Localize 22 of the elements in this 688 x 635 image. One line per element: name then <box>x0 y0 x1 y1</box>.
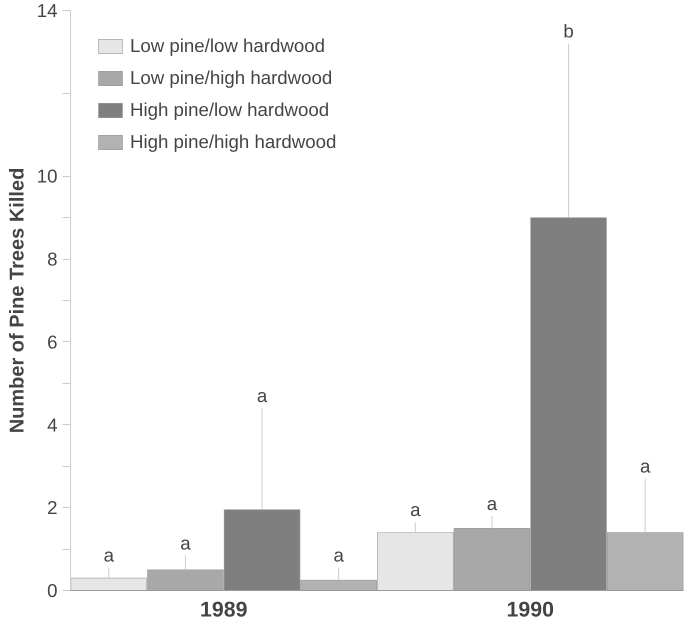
annotation: a <box>334 544 344 566</box>
annotation: a <box>104 544 115 566</box>
legend-label: High pine/high hardwood <box>130 131 336 153</box>
y-tick-label: 4 <box>47 414 58 436</box>
y-axis-title: Number of Pine Trees Killed <box>6 168 29 434</box>
x-tick-label: 1990 <box>506 598 554 622</box>
annotation: b <box>563 20 574 42</box>
y-tick-label: 2 <box>47 497 58 518</box>
annotation: a <box>640 456 651 477</box>
y-tick-label: 0 <box>47 580 58 601</box>
y-tick-label: 10 <box>36 166 58 187</box>
legend-label: High pine/low hardwood <box>130 99 330 121</box>
y-tick-label: 6 <box>47 331 58 352</box>
y-tick-label: 14 <box>36 0 58 21</box>
legend-label: Low pine/high hardwood <box>130 67 332 89</box>
x-tick-label: 1989 <box>200 598 248 622</box>
annotation: a <box>486 492 498 514</box>
annotation: a <box>410 499 422 520</box>
legend-label: Low pine/low hardwood <box>130 35 325 57</box>
annotation: a <box>256 385 268 406</box>
y-tick-label: 8 <box>47 248 58 270</box>
annotation: a <box>180 532 192 554</box>
